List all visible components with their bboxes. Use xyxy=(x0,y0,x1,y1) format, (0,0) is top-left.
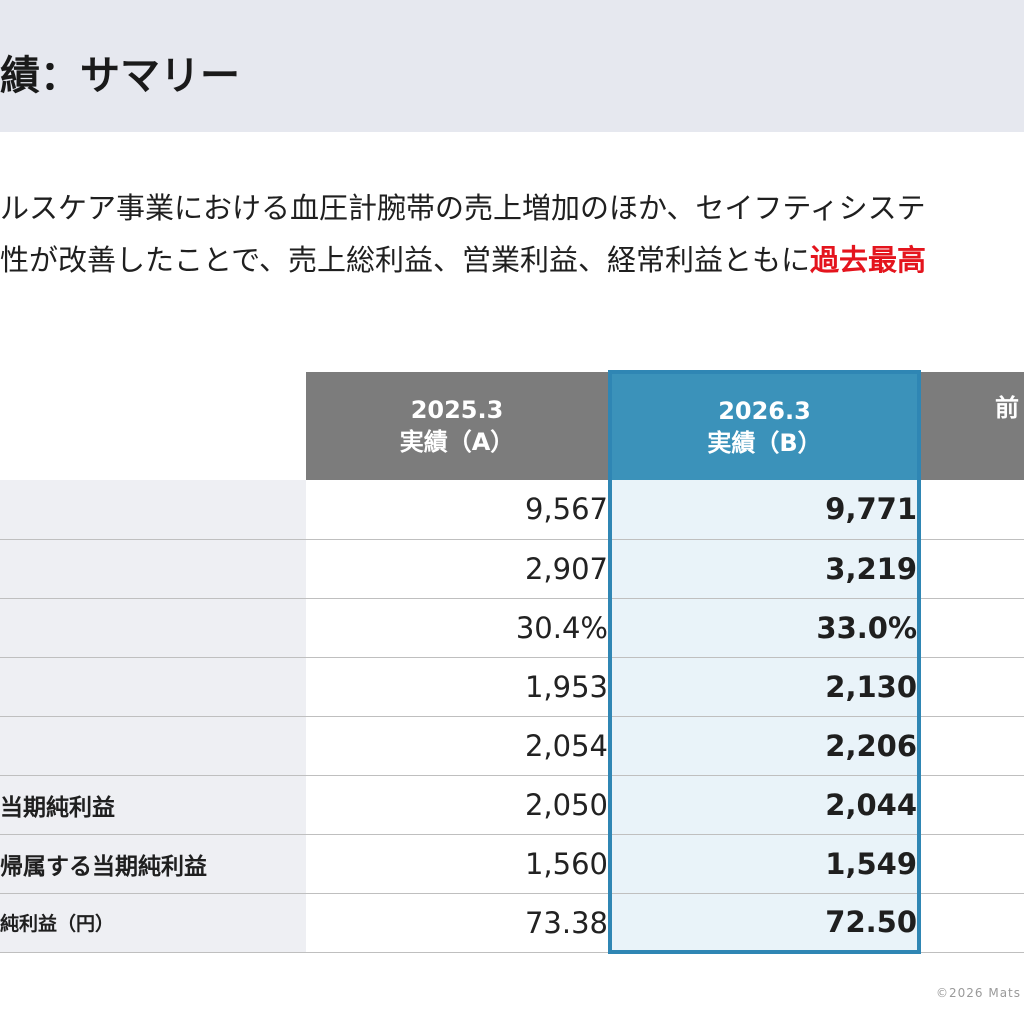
prev-value: 2,054 xyxy=(306,716,610,776)
description-line-2-text: 性が改善したことで、売上総利益、営業利益、経常利益ともに xyxy=(0,243,810,277)
prev-value: 9,567 xyxy=(306,480,610,540)
diff-value xyxy=(919,716,1024,776)
description-line-1: ルスケア事業における血圧計腕帯の売上増加のほか、セイフティシステ xyxy=(0,191,926,225)
diff-value xyxy=(919,657,1024,717)
row-label xyxy=(0,716,306,776)
header-prev-year-label: 2025.3 xyxy=(410,396,504,424)
prev-value: 1,953 xyxy=(306,657,610,717)
diff-value xyxy=(919,893,1024,953)
table-row: 2,907 3,219 xyxy=(0,539,1024,599)
row-label xyxy=(0,657,306,717)
table-row: 帰属する当期純利益 1,560 1,549 xyxy=(0,834,1024,894)
row-label xyxy=(0,539,306,599)
table-row: 2,054 2,206 xyxy=(0,716,1024,776)
diff-value xyxy=(919,775,1024,835)
header-prev-year: 2025.3 実績（A） xyxy=(306,372,610,480)
curr-value: 72.50 xyxy=(608,893,921,954)
header-curr-year-label: 2026.3 xyxy=(718,397,811,425)
copyright-notice: ©2026 Mats xyxy=(936,986,1022,1000)
summary-table: 2025.3 実績（A） 2026.3 実績（B） 前 9,567 9,771 … xyxy=(0,370,1024,954)
diff-value xyxy=(919,480,1024,540)
diff-value xyxy=(919,598,1024,658)
table-row: 30.4% 33.0% xyxy=(0,598,1024,658)
description-line-2: 性が改善したことで、売上総利益、営業利益、経常利益ともに過去最高 xyxy=(0,240,926,280)
curr-value: 9,771 xyxy=(608,480,921,540)
curr-value: 2,206 xyxy=(608,716,921,776)
curr-value: 33.0% xyxy=(608,598,921,658)
table-row: 当期純利益 2,050 2,044 xyxy=(0,775,1024,835)
table-row: 9,567 9,771 xyxy=(0,480,1024,540)
prev-value: 2,907 xyxy=(306,539,610,599)
table-row: 1,953 2,130 xyxy=(0,657,1024,717)
header-diff-label: 前 xyxy=(995,394,1019,422)
header-diff: 前 xyxy=(919,372,1024,480)
prev-value: 1,560 xyxy=(306,834,610,894)
curr-value: 1,549 xyxy=(608,834,921,894)
record-high-highlight: 過去最高 xyxy=(809,243,926,277)
curr-value: 2,044 xyxy=(608,775,921,835)
diff-value xyxy=(919,539,1024,599)
prev-value: 2,050 xyxy=(306,775,610,835)
row-label xyxy=(0,480,306,540)
header-prev-actual-label: 実績（A） xyxy=(399,428,515,456)
header-label-column xyxy=(0,372,306,480)
header-curr-actual-label: 実績（B） xyxy=(707,429,822,457)
page-title: 績：サマリー xyxy=(0,53,240,99)
prev-value: 30.4% xyxy=(306,598,610,658)
prev-value: 73.38 xyxy=(306,893,610,953)
header-curr-year: 2026.3 実績（B） xyxy=(608,370,921,480)
row-label: 帰属する当期純利益 xyxy=(0,834,306,894)
row-label: 当期純利益 xyxy=(0,775,306,835)
curr-value: 3,219 xyxy=(608,539,921,599)
diff-value xyxy=(919,834,1024,894)
row-label: 純利益（円） xyxy=(0,893,306,953)
row-label xyxy=(0,598,306,658)
table-header-row: 2025.3 実績（A） 2026.3 実績（B） 前 xyxy=(0,370,1024,480)
curr-value: 2,130 xyxy=(608,657,921,717)
header-band xyxy=(0,0,1024,132)
table-row: 純利益（円） 73.38 72.50 xyxy=(0,893,1024,954)
